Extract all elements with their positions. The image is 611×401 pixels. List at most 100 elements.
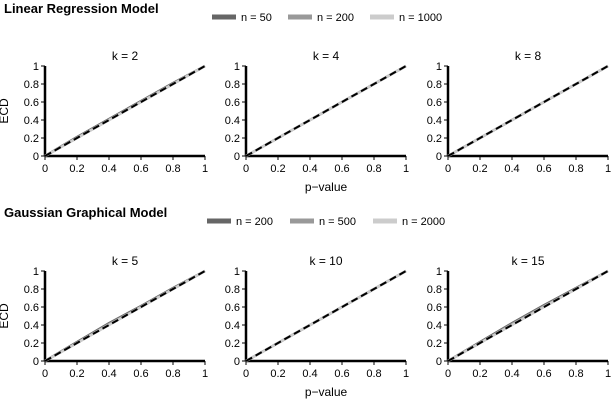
x-tick-label: 0.4 (302, 368, 317, 380)
group-title: Gaussian Graphical Model (4, 205, 167, 220)
panel: k = 8 0 0.2 0.4 0.6 0.8 1 0 0.2 0.4 0.6 0.8 1 (427, 49, 611, 175)
x-tick-label: 0.4 (302, 163, 317, 175)
x-tick-label: 0 (42, 368, 48, 380)
x-tick-label: 0.6 (334, 163, 349, 175)
y-tick-label: 0 (33, 356, 39, 368)
x-tick-label: 0.2 (69, 163, 84, 175)
x-axis-label: p−value (305, 385, 348, 399)
x-tick-label: 0.8 (366, 163, 381, 175)
panel-title: k = 10 (309, 254, 342, 268)
x-tick-label: 0.2 (472, 368, 487, 380)
y-tick-label: 0.8 (225, 79, 240, 91)
y-tick-label: 0 (436, 356, 442, 368)
y-tick-label: 0.2 (225, 133, 240, 145)
x-tick-label: 0 (243, 368, 249, 380)
x-tick-label: 0 (42, 163, 48, 175)
panel: k = 2 0 0.2 0.4 0.6 0.8 1 0 0.2 0.4 0.6 0.8 1 (24, 49, 208, 175)
legend: n = 200 n = 500 n = 2000 (207, 216, 445, 228)
y-tick-label: 0.6 (24, 302, 39, 314)
x-tick-label: 0.6 (334, 368, 349, 380)
x-axis-label: p−value (305, 180, 348, 194)
x-tick-label: 1 (202, 163, 208, 175)
y-tick-label: 0.8 (427, 79, 442, 91)
panel: k = 4 0 0.2 0.4 0.6 0.8 1 0 0.2 0.4 0.6 0.8 1 (225, 49, 409, 175)
y-tick-label: 0.4 (225, 115, 240, 127)
y-axis-label: ECD (0, 303, 11, 329)
x-tick-label: 0.8 (568, 368, 583, 380)
y-tick-label: 1 (33, 61, 39, 73)
x-tick-label: 0.2 (270, 163, 285, 175)
x-tick-label: 1 (403, 368, 409, 380)
x-tick-label: 1 (403, 163, 409, 175)
y-tick-label: 1 (33, 266, 39, 278)
group-title: Linear Regression Model (4, 1, 159, 16)
y-tick-label: 0.4 (427, 115, 442, 127)
y-tick-label: 0.8 (427, 284, 442, 296)
legend-label: n = 1000 (399, 12, 442, 24)
y-tick-label: 0.4 (427, 320, 442, 332)
y-tick-label: 0.2 (427, 338, 442, 350)
x-tick-label: 0.6 (536, 368, 551, 380)
x-tick-label: 0.2 (270, 368, 285, 380)
legend: n = 50 n = 200 n = 1000 (212, 12, 442, 24)
y-tick-label: 0.4 (24, 320, 39, 332)
x-tick-label: 0.4 (101, 368, 116, 380)
x-tick-label: 0.6 (133, 163, 148, 175)
panel-title: k = 4 (313, 49, 340, 63)
x-tick-label: 0.4 (101, 163, 116, 175)
reference-diagonal (447, 270, 609, 362)
legend-label: n = 200 (317, 12, 354, 24)
legend-label: n = 500 (319, 216, 356, 228)
x-tick-label: 1 (605, 163, 611, 175)
y-tick-label: 0.8 (24, 284, 39, 296)
y-tick-label: 1 (234, 61, 240, 73)
x-tick-label: 1 (605, 368, 611, 380)
x-tick-label: 0.6 (133, 368, 148, 380)
y-tick-label: 0.2 (24, 338, 39, 350)
x-tick-label: 0.8 (165, 163, 180, 175)
panel: k = 15 0 0.2 0.4 0.6 0.8 1 0 0.2 0.4 0.6 0.8 1 (427, 254, 611, 380)
x-tick-label: 0 (445, 163, 451, 175)
reference-diagonal (44, 65, 206, 157)
y-tick-label: 0.2 (427, 133, 442, 145)
x-tick-label: 0.8 (165, 368, 180, 380)
y-tick-label: 0.6 (24, 97, 39, 109)
x-tick-label: 0.2 (472, 163, 487, 175)
y-tick-label: 0.8 (225, 284, 240, 296)
panel-title: k = 2 (112, 49, 139, 63)
y-tick-label: 0.4 (24, 115, 39, 127)
y-axis-label: ECD (0, 98, 11, 124)
x-tick-label: 0 (243, 163, 249, 175)
reference-diagonal (245, 270, 407, 362)
panel: k = 10 0 0.2 0.4 0.6 0.8 1 0 0.2 0.4 0.6 0.8 1 (225, 254, 409, 380)
panel-title: k = 5 (112, 254, 139, 268)
x-tick-label: 0.8 (568, 163, 583, 175)
y-tick-label: 0.2 (225, 338, 240, 350)
panel: k = 5 0 0.2 0.4 0.6 0.8 1 0 0.2 0.4 0.6 0.8 1 (24, 254, 208, 380)
y-tick-label: 1 (436, 266, 442, 278)
y-tick-label: 0.6 (427, 302, 442, 314)
y-tick-label: 0.8 (24, 79, 39, 91)
y-tick-label: 0.4 (225, 320, 240, 332)
reference-diagonal (44, 270, 206, 362)
y-tick-label: 0.2 (24, 133, 39, 145)
y-tick-label: 0.6 (225, 97, 240, 109)
y-tick-label: 0.6 (225, 302, 240, 314)
panel-title: k = 15 (511, 254, 544, 268)
legend-label: n = 200 (236, 216, 273, 228)
y-tick-label: 0 (33, 151, 39, 163)
y-tick-label: 0.6 (427, 97, 442, 109)
x-tick-label: 0.6 (536, 163, 551, 175)
legend-label: n = 50 (241, 12, 272, 24)
y-tick-label: 0 (234, 151, 240, 163)
y-tick-label: 1 (436, 61, 442, 73)
x-tick-label: 1 (202, 368, 208, 380)
x-tick-label: 0 (445, 368, 451, 380)
x-tick-label: 0.8 (366, 368, 381, 380)
x-tick-label: 0.4 (504, 368, 519, 380)
legend-label: n = 2000 (402, 216, 445, 228)
y-tick-label: 0 (436, 151, 442, 163)
x-tick-label: 0.2 (69, 368, 84, 380)
y-tick-label: 1 (234, 266, 240, 278)
